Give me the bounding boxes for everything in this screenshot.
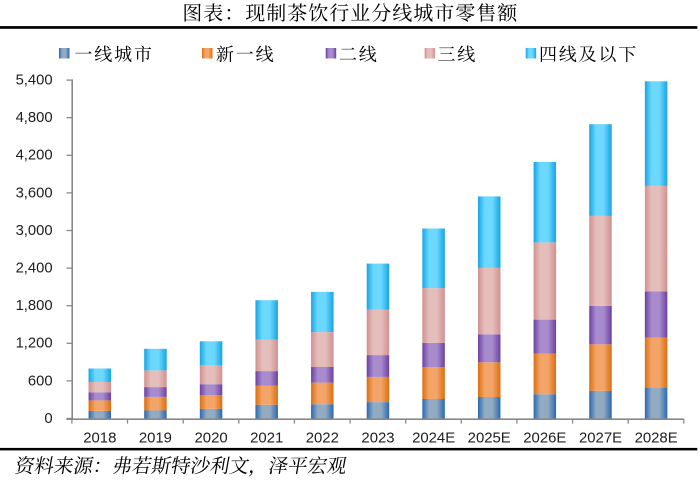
svg-text:1,800: 1,800: [16, 298, 53, 314]
svg-text:1,200: 1,200: [16, 336, 53, 352]
svg-text:2021: 2021: [250, 430, 283, 446]
svg-text:2026E: 2026E: [523, 430, 566, 446]
svg-text:2025E: 2025E: [468, 430, 511, 446]
svg-text:2020: 2020: [195, 430, 228, 446]
svg-text:4,200: 4,200: [16, 148, 53, 164]
svg-text:2023: 2023: [361, 430, 394, 446]
svg-text:2022: 2022: [306, 430, 339, 446]
svg-text:2027E: 2027E: [579, 430, 622, 446]
svg-text:2024E: 2024E: [412, 430, 455, 446]
svg-text:3,000: 3,000: [16, 223, 53, 239]
svg-text:2028E: 2028E: [635, 430, 678, 446]
svg-text:0: 0: [44, 411, 52, 427]
svg-text:600: 600: [28, 373, 53, 389]
svg-text:2018: 2018: [83, 430, 116, 446]
svg-text:3,600: 3,600: [16, 185, 53, 201]
svg-text:2019: 2019: [139, 430, 172, 446]
svg-text:4,800: 4,800: [16, 110, 53, 126]
svg-text:2,400: 2,400: [16, 261, 53, 277]
svg-text:5,400: 5,400: [16, 73, 53, 89]
